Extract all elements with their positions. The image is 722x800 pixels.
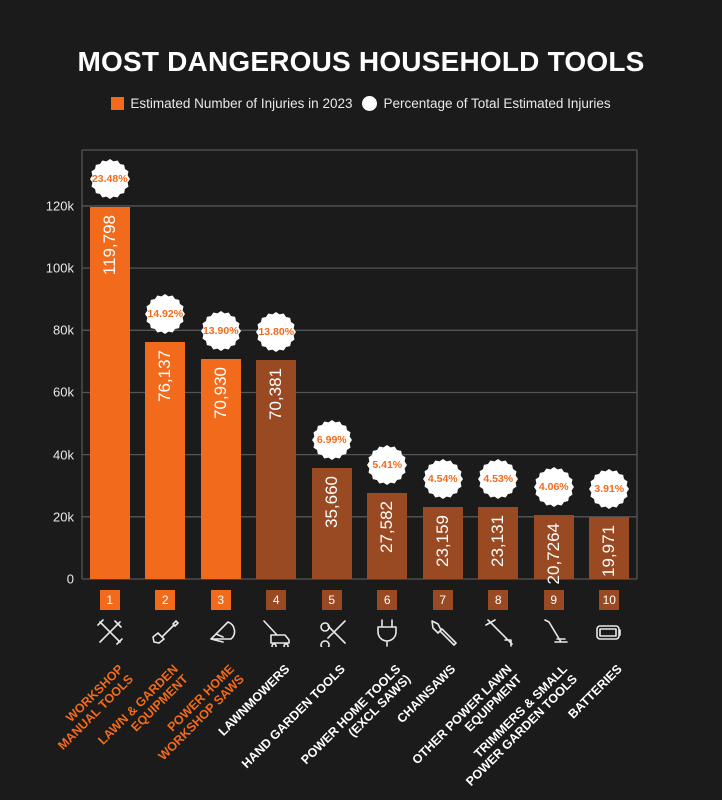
- scalloped-badge-icon: [200, 310, 241, 351]
- bar-value-label: 76,137: [155, 350, 175, 403]
- y-tick-label: 0: [66, 571, 74, 587]
- bar-value-label: 119,798: [99, 214, 119, 275]
- plug-icon: [372, 617, 402, 647]
- scalloped-badge-icon: [422, 459, 463, 499]
- trimmer-icon: [539, 617, 569, 647]
- percentage-badge: 23.48%: [89, 158, 130, 199]
- bar-value-label: 27,582: [377, 501, 397, 554]
- percentage-label: 6.99%: [316, 434, 347, 447]
- percentage-label: 3.91%: [594, 482, 625, 495]
- scalloped-badge-icon: [145, 294, 186, 335]
- bar: [311, 468, 352, 579]
- scissors-icon: [317, 617, 347, 650]
- scalloped-badge-icon: [589, 468, 630, 509]
- rank-badge: 9: [543, 590, 564, 610]
- percentage-label: 4.53%: [483, 473, 514, 486]
- bar-value-label: 19,971: [599, 524, 619, 577]
- battery-icon: [594, 617, 624, 647]
- scalloped-badge-icon: [478, 459, 519, 500]
- rank-badge: 2: [155, 590, 176, 610]
- bar: [145, 342, 186, 579]
- scalloped-badge-icon: [89, 158, 130, 199]
- y-tick-label: 80k: [53, 322, 74, 338]
- rank-badge: 6: [377, 590, 398, 610]
- bar: [533, 514, 574, 579]
- chart-title: MOST DANGEROUS HOUSEHOLD TOOLS: [77, 46, 645, 77]
- chainsaw-icon: [428, 617, 458, 647]
- legend-item-injuries: Estimated Number of Injuries in 2023: [111, 96, 352, 111]
- bar-value-label: 70,930: [210, 366, 230, 419]
- y-tick-label: 60k: [53, 384, 74, 400]
- scalloped-badge-icon: [256, 312, 297, 353]
- rank-badge: 5: [321, 590, 342, 610]
- rank-badge: 3: [210, 590, 231, 610]
- scalloped-badge-icon: [367, 445, 408, 486]
- bar-value-label: 70,381: [266, 368, 286, 421]
- percentage-badge: 5.41%: [367, 445, 408, 486]
- percentage-badge: 4.54%: [422, 459, 463, 499]
- rank-badge: 10: [599, 590, 620, 610]
- percentage-badge: 4.06%: [533, 466, 574, 507]
- legend: Estimated Number of Injuries in 2023 Per…: [0, 96, 722, 111]
- y-tick-label: 40k: [53, 447, 74, 463]
- bar-value-label: 23,131: [488, 515, 508, 568]
- bar: [367, 493, 408, 579]
- y-tick-label: 100k: [45, 260, 74, 276]
- percentage-badge: 13.80%: [256, 312, 297, 353]
- weed-whacker-icon: [483, 617, 514, 647]
- lawnmower-icon: [261, 617, 291, 649]
- bar: [589, 516, 630, 579]
- bar-value-label: 20,7264: [543, 522, 563, 585]
- bar: [256, 360, 297, 579]
- rank-badge: 1: [99, 590, 120, 610]
- rank-badge: 8: [488, 590, 509, 610]
- legend-label: Estimated Number of Injuries in 2023: [130, 96, 353, 111]
- rank-badge: 7: [432, 590, 453, 610]
- y-tick-label: 20k: [53, 509, 74, 525]
- bar-value-label: 35,660: [321, 476, 341, 529]
- bar: [89, 206, 130, 579]
- legend-badge-icon: [362, 96, 378, 111]
- percentage-label: 4.06%: [538, 480, 569, 493]
- bar: [422, 507, 463, 579]
- bar: [478, 507, 519, 579]
- y-tick-label: 120k: [45, 198, 74, 214]
- saw-blade-icon: [206, 617, 236, 647]
- shovel-icon: [150, 617, 180, 647]
- scalloped-badge-icon: [533, 466, 574, 507]
- percentage-badge: 4.53%: [478, 459, 519, 500]
- percentage-badge: 14.92%: [145, 294, 186, 335]
- legend-item-percentage: Percentage of Total Estimated Injuries: [362, 96, 611, 111]
- scalloped-badge-icon: [311, 420, 352, 461]
- bar: [200, 358, 241, 579]
- bar-value-label: 23,159: [432, 515, 452, 567]
- percentage-label: 5.41%: [372, 459, 403, 472]
- percentage-label: 13.80%: [258, 326, 295, 339]
- legend-label: Percentage of Total Estimated Injuries: [383, 96, 611, 111]
- percentage-badge: 13.90%: [200, 310, 241, 351]
- wrench-screwdriver-icon: [95, 617, 125, 647]
- percentage-label: 14.92%: [147, 308, 184, 321]
- percentage-label: 4.54%: [427, 473, 458, 485]
- legend-swatch: [111, 97, 125, 110]
- rank-badge: 4: [266, 590, 287, 610]
- percentage-badge: 6.99%: [311, 420, 352, 461]
- percentage-label: 13.90%: [202, 324, 239, 337]
- percentage-label: 23.48%: [91, 172, 128, 185]
- percentage-badge: 3.91%: [589, 468, 630, 509]
